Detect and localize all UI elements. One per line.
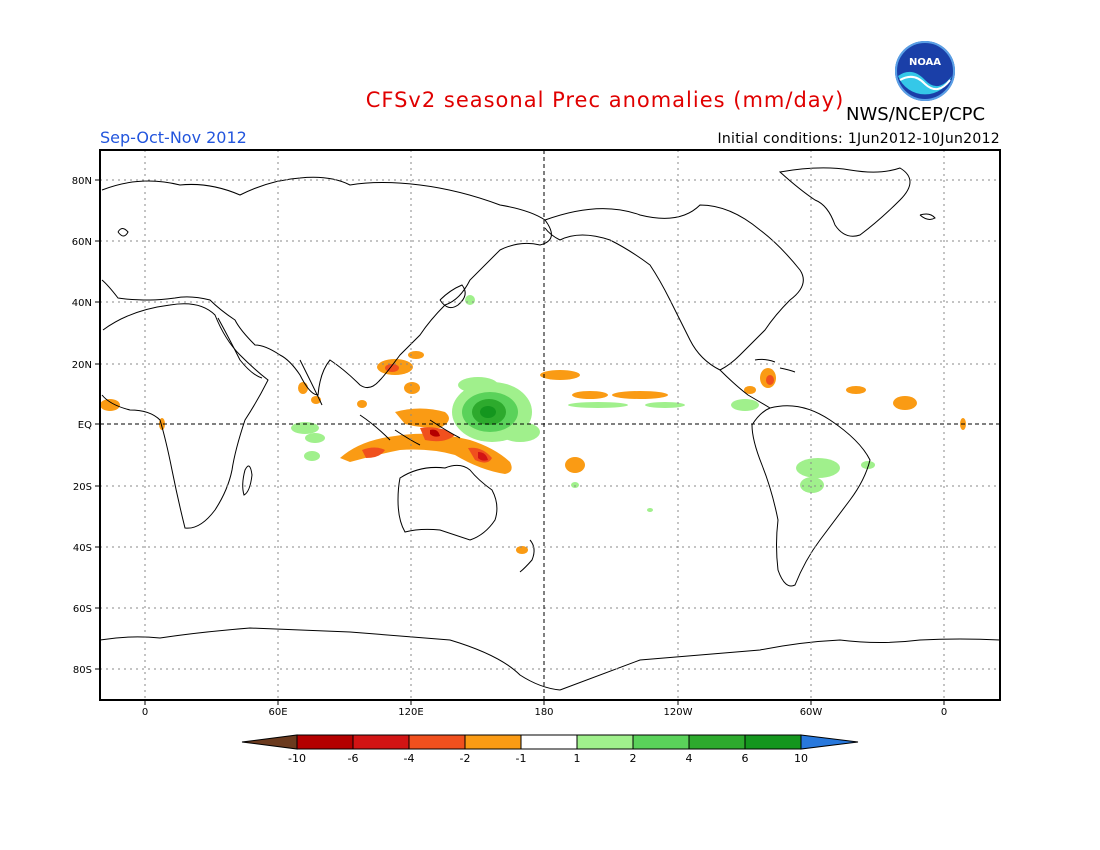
colorbar-bin xyxy=(408,734,466,750)
colorbar-label: 10 xyxy=(794,752,808,765)
svg-text:NOAA: NOAA xyxy=(909,57,941,68)
colorbar-label: 1 xyxy=(574,752,581,765)
lat-label: 80S xyxy=(73,665,92,676)
lat-label: 40S xyxy=(73,543,92,554)
lon-label: 60W xyxy=(800,707,823,718)
lat-label: 40N xyxy=(72,298,92,309)
lon-label: 120W xyxy=(664,707,693,718)
lon-label: 0 xyxy=(142,707,148,718)
lat-label: 60N xyxy=(72,237,92,248)
org-label: NWS/NCEP/CPC xyxy=(846,104,986,125)
map-panel xyxy=(99,149,1001,701)
colorbar-bin xyxy=(352,734,410,750)
noaa-logo: NOAA xyxy=(895,41,955,101)
colorbar-lower-arrow xyxy=(241,734,298,750)
lat-label: 20N xyxy=(72,360,92,371)
colorbar-bin xyxy=(576,734,634,750)
colorbar-bin xyxy=(632,734,690,750)
colorbar xyxy=(241,734,859,750)
initial-conditions-label: Initial conditions: 1Jun2012-10Jun2012 xyxy=(717,131,1000,147)
lon-label: 60E xyxy=(268,707,287,718)
colorbar-bin xyxy=(744,734,802,750)
colorbar-bin xyxy=(464,734,522,750)
lon-axis: 0 60E 120E 180 120W 60W 0 xyxy=(142,700,947,718)
lat-label: 80N xyxy=(72,176,92,187)
colorbar-label: -6 xyxy=(348,752,359,765)
colorbar-label: -1 xyxy=(516,752,527,765)
colorbar-label: -4 xyxy=(404,752,415,765)
lon-label: 0 xyxy=(941,707,947,718)
colorbar-label: 2 xyxy=(630,752,637,765)
chart-title: CFSv2 seasonal Prec anomalies (mm/day) xyxy=(365,88,845,112)
lat-label: EQ xyxy=(78,420,92,431)
season-label: Sep-Oct-Nov 2012 xyxy=(100,128,247,147)
coastlines xyxy=(99,167,1001,691)
colorbar-labels: -10 -6 -4 -2 -1 1 2 4 6 10 xyxy=(288,752,808,765)
colorbar-bin xyxy=(688,734,746,750)
colorbar-label: -10 xyxy=(288,752,306,765)
lat-axis: 80N 60N 40N 20N EQ 20S 40S 60S 80S xyxy=(72,176,100,676)
colorbar-bin xyxy=(520,734,578,750)
lat-label: 20S xyxy=(73,482,92,493)
colorbar-label: 4 xyxy=(686,752,693,765)
graticule xyxy=(100,150,1000,700)
lat-label: 60S xyxy=(73,604,92,615)
colorbar-label: -2 xyxy=(460,752,471,765)
lon-label: 120E xyxy=(398,707,423,718)
reference-lines xyxy=(100,150,1000,700)
lon-label: 180 xyxy=(534,707,553,718)
colorbar-bin xyxy=(296,734,354,750)
colorbar-upper-arrow xyxy=(800,734,859,750)
colorbar-label: 6 xyxy=(742,752,749,765)
